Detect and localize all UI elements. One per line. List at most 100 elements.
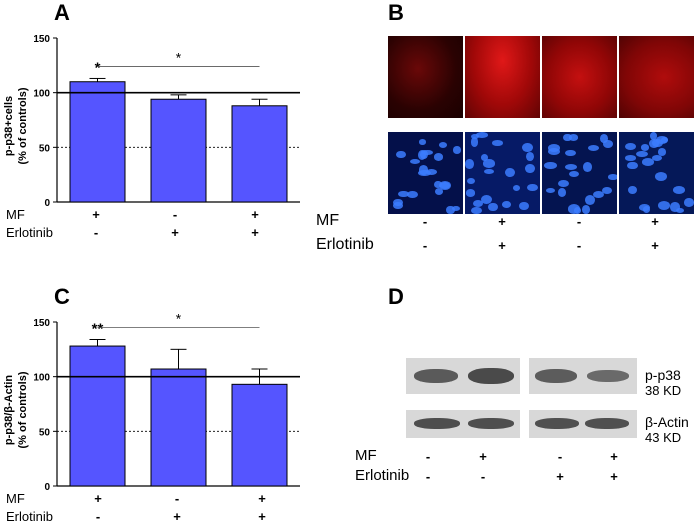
- nucleus-dot: [593, 191, 604, 199]
- nucleus-dot: [433, 153, 444, 162]
- erlotinib-row-label-b: Erlotinib: [316, 236, 374, 253]
- micrograph-red-1: [388, 36, 463, 118]
- pm-d-mf-1: +: [479, 449, 487, 464]
- pm-d-erl-0: -: [425, 469, 431, 484]
- y-axis-label-line2: (% of controls): [17, 371, 29, 448]
- nucleus-dot: [557, 188, 566, 197]
- pm-c-mf-1: -: [174, 491, 180, 506]
- significance-marker: *: [176, 49, 182, 65]
- micrograph-blue-4: [619, 132, 694, 214]
- nucleus-dot: [676, 207, 685, 213]
- nucleus-dot: [465, 159, 475, 170]
- micrograph-red-3: [542, 36, 617, 118]
- bar: [231, 105, 288, 203]
- pm-d-mf-0: -: [425, 449, 431, 464]
- nucleus-dot: [627, 161, 638, 170]
- band2-size: 43 KD: [645, 430, 682, 445]
- nucleus-dot: [568, 134, 578, 141]
- pm-b-erl-0: -: [422, 238, 428, 253]
- nucleus-dot: [654, 172, 667, 181]
- nucleus-dot: [599, 134, 608, 143]
- band1-size: 38 KD: [645, 383, 682, 398]
- nucleus-dot: [588, 144, 599, 151]
- blot-band: [414, 418, 460, 429]
- y-tick-label: 100: [33, 373, 50, 384]
- blot-actin-strip-left: [406, 410, 520, 438]
- pm-d-erl-1: -: [480, 469, 486, 484]
- mf-row-label-b: MF: [316, 212, 340, 229]
- nucleus-dot: [563, 133, 572, 142]
- nucleus-dot: [492, 140, 504, 146]
- nucleus-dot: [603, 139, 613, 148]
- bar: [150, 368, 207, 487]
- y-tick-label: 50: [39, 427, 51, 438]
- y-axis-label-line1: p-p38/β-Actin: [3, 375, 15, 446]
- y-tick-label: 150: [33, 34, 50, 45]
- bar: [69, 81, 126, 203]
- pm-b-mf-2: -: [576, 214, 582, 229]
- blot-band: [585, 418, 629, 429]
- pm-a-mf-2: +: [251, 207, 259, 222]
- nucleus-dot: [473, 200, 484, 208]
- nucleus-dot: [522, 143, 533, 153]
- y-tick-label: 0: [44, 482, 50, 493]
- nucleus-dot: [513, 185, 521, 191]
- pm-b-erl-3: +: [651, 238, 659, 253]
- nucleus-dot: [672, 185, 686, 194]
- y-tick-label: 0: [44, 198, 50, 209]
- y-axis-label-line1: p-p38+cells: [3, 96, 15, 156]
- y-tick-label: 50: [39, 143, 51, 154]
- erlotinib-row-label-d: Erlotinib: [355, 467, 410, 484]
- blot-band: [414, 369, 458, 383]
- panel-letter-c: C: [54, 284, 70, 309]
- panel-letter-d: D: [388, 284, 404, 309]
- pm-a-mf-1: -: [172, 207, 178, 222]
- erlotinib-row-label-a: Erlotinib: [6, 225, 53, 240]
- mf-row-label-a: MF: [6, 207, 25, 222]
- nucleus-dot: [651, 155, 662, 162]
- blot-label-p-p38: p-p38 38 KD: [645, 367, 682, 399]
- nucleus-dot: [546, 188, 556, 194]
- nucleus-dot: [407, 191, 418, 199]
- pm-b-mf-3: +: [651, 214, 659, 229]
- nucleus-dot: [557, 179, 570, 188]
- pm-d-mf-2: -: [557, 449, 563, 464]
- pm-d-erl-2: +: [556, 469, 564, 484]
- pm-d-erl-3: +: [610, 469, 618, 484]
- nucleus-dot: [657, 201, 670, 211]
- nucleus-dot: [451, 205, 460, 211]
- blot-label-actin: β-Actin 43 KD: [645, 414, 689, 446]
- nucleus-dot: [480, 195, 492, 205]
- nucleus-dot: [487, 202, 498, 212]
- bar: [69, 345, 126, 487]
- nucleus-dot: [501, 200, 512, 208]
- y-tick-label: 150: [33, 318, 50, 329]
- nucleus-dot: [624, 142, 636, 150]
- nucleus-dot: [544, 161, 558, 170]
- nucleus-dot: [639, 204, 651, 211]
- nucleus-dot: [480, 154, 489, 162]
- nucleus-dot: [565, 163, 578, 170]
- pm-a-erl-0: -: [93, 225, 99, 240]
- chart-a: p-p38+cells (% of controls) 0 50 100 150 * *: [3, 34, 300, 209]
- blot-actin-strip-right: [529, 410, 637, 438]
- nucleus-dot: [635, 150, 649, 158]
- blot-band: [468, 418, 514, 429]
- nucleus-dot: [567, 203, 581, 214]
- pm-c-mf-0: +: [94, 491, 102, 506]
- pm-b-mf-1: +: [498, 214, 506, 229]
- nucleus-dot: [650, 132, 658, 140]
- nucleus-dot: [652, 139, 663, 148]
- nucleus-dot: [465, 189, 476, 197]
- nucleus-dot: [418, 165, 429, 175]
- band2-name: β-Actin: [645, 414, 689, 430]
- bar: [150, 98, 207, 203]
- nucleus-dot: [471, 207, 482, 214]
- micrograph-blue-3: [542, 132, 617, 214]
- nucleus-dot: [627, 185, 637, 194]
- band1-name: p-p38: [645, 367, 681, 383]
- blot-band: [587, 370, 629, 382]
- nucleus-dot: [484, 169, 494, 175]
- nucleus-dot: [410, 159, 421, 165]
- nucleus-dot: [470, 137, 479, 147]
